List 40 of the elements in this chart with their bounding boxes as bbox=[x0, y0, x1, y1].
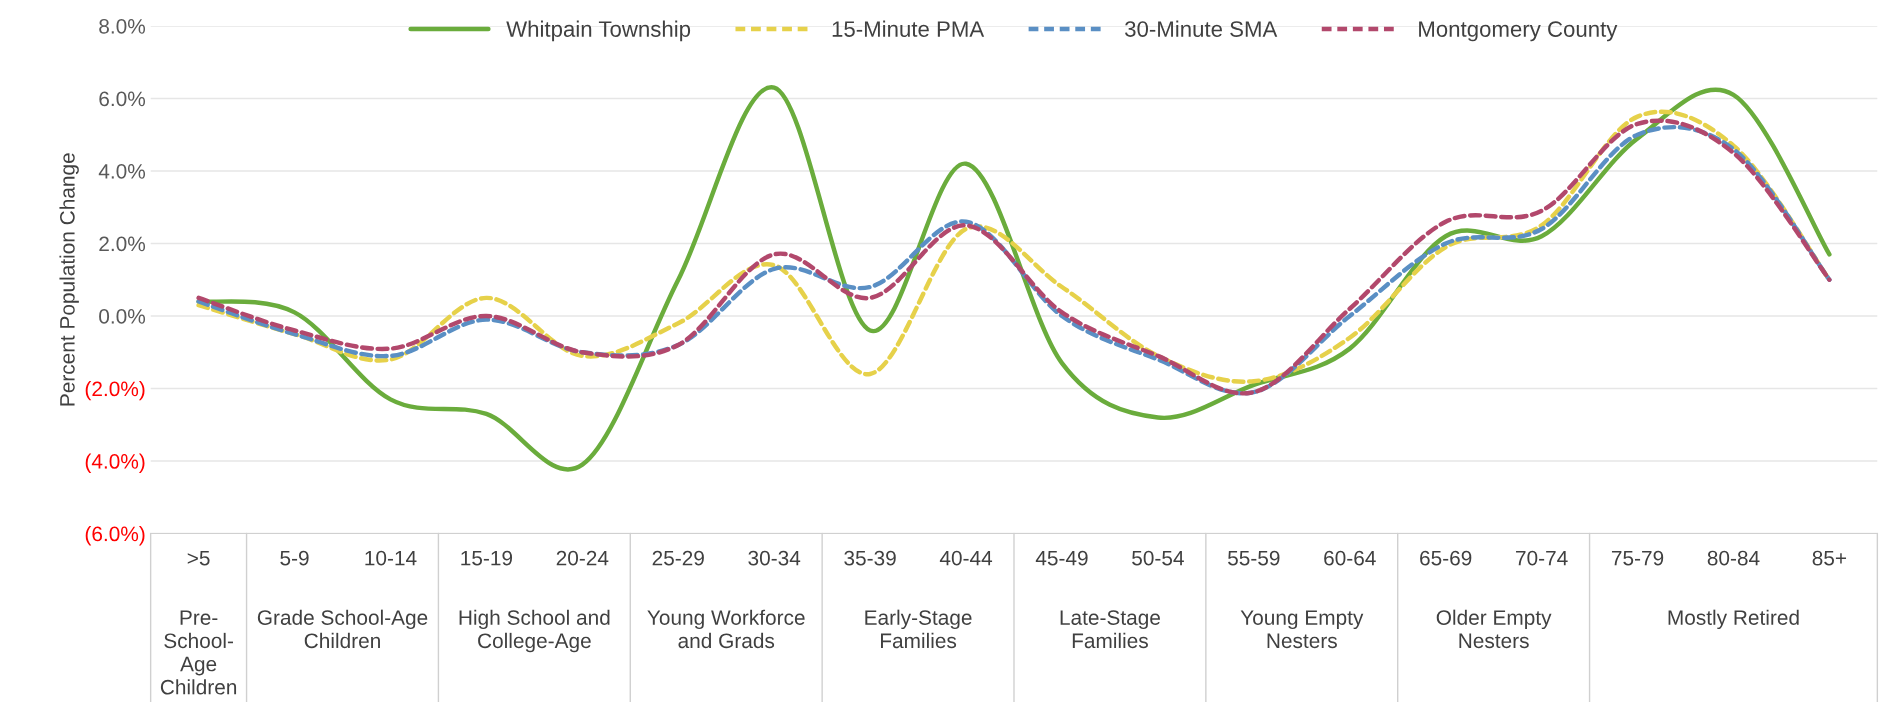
x-tick-label: 40-44 bbox=[939, 550, 993, 566]
y-tick-label: (2.0%) bbox=[85, 380, 145, 401]
text: Early-Stage Families bbox=[865, 609, 972, 649]
y-tick-label: 2.0% bbox=[99, 236, 146, 252]
y-tick-label: 6.0% bbox=[99, 91, 146, 107]
y-tick-label: (4.0%) bbox=[85, 453, 145, 473]
x-tick-label: 20-24 bbox=[556, 550, 609, 566]
legend-label: 30-Minute SMA bbox=[1125, 20, 1278, 37]
legend-label: Whitpain Township bbox=[506, 20, 691, 42]
text: Grade School-Age Children bbox=[257, 609, 428, 649]
x-tick-label: 75-79 bbox=[1611, 550, 1664, 566]
x-tick-label: 80-84 bbox=[1707, 550, 1760, 566]
x-tick-label: 30-34 bbox=[748, 550, 801, 566]
x-tick-label: 35-39 bbox=[844, 550, 896, 566]
x-tick-label: 5-9 bbox=[280, 550, 309, 566]
x-tick-label: 85+ bbox=[1812, 550, 1847, 566]
x-tick-label: 50-54 bbox=[1132, 550, 1184, 566]
x-tick-label: 45-49 bbox=[1035, 550, 1088, 566]
x-tick-label: 15-19 bbox=[461, 550, 513, 566]
y-tick-label: 0.0% bbox=[99, 309, 146, 324]
text: High School and College-Age bbox=[459, 609, 610, 653]
text: Young Empty Nesters bbox=[1240, 610, 1364, 649]
legend-label: Montgomery County bbox=[1419, 21, 1618, 42]
x-tick-label: 60-64 bbox=[1324, 550, 1376, 566]
y-tick-label: 4.0% bbox=[98, 163, 146, 179]
text: Older Empty Nesters bbox=[1436, 609, 1552, 649]
y-axis-title: Percent Population Change bbox=[59, 153, 79, 406]
x-tick-label: >5 bbox=[187, 550, 210, 566]
y-tick-label: (6.0%) bbox=[85, 525, 145, 546]
x-tick-label: 25-29 bbox=[652, 550, 704, 566]
text: Late-Stage Families bbox=[1060, 610, 1160, 649]
text: Mostly Retired bbox=[1668, 609, 1799, 630]
x-tick-label: 70-74 bbox=[1516, 550, 1568, 566]
y-tick-label: 8.0% bbox=[99, 18, 146, 34]
x-tick-label: 65-69 bbox=[1420, 550, 1472, 566]
x-tick-label: 10-14 bbox=[365, 550, 417, 566]
text: Young Workforce and Grads bbox=[647, 609, 805, 649]
legend-label: 15-Minute PMA bbox=[832, 20, 985, 37]
text: Pre- School- Age Children bbox=[160, 610, 237, 695]
x-tick-label: 55-59 bbox=[1228, 550, 1280, 566]
